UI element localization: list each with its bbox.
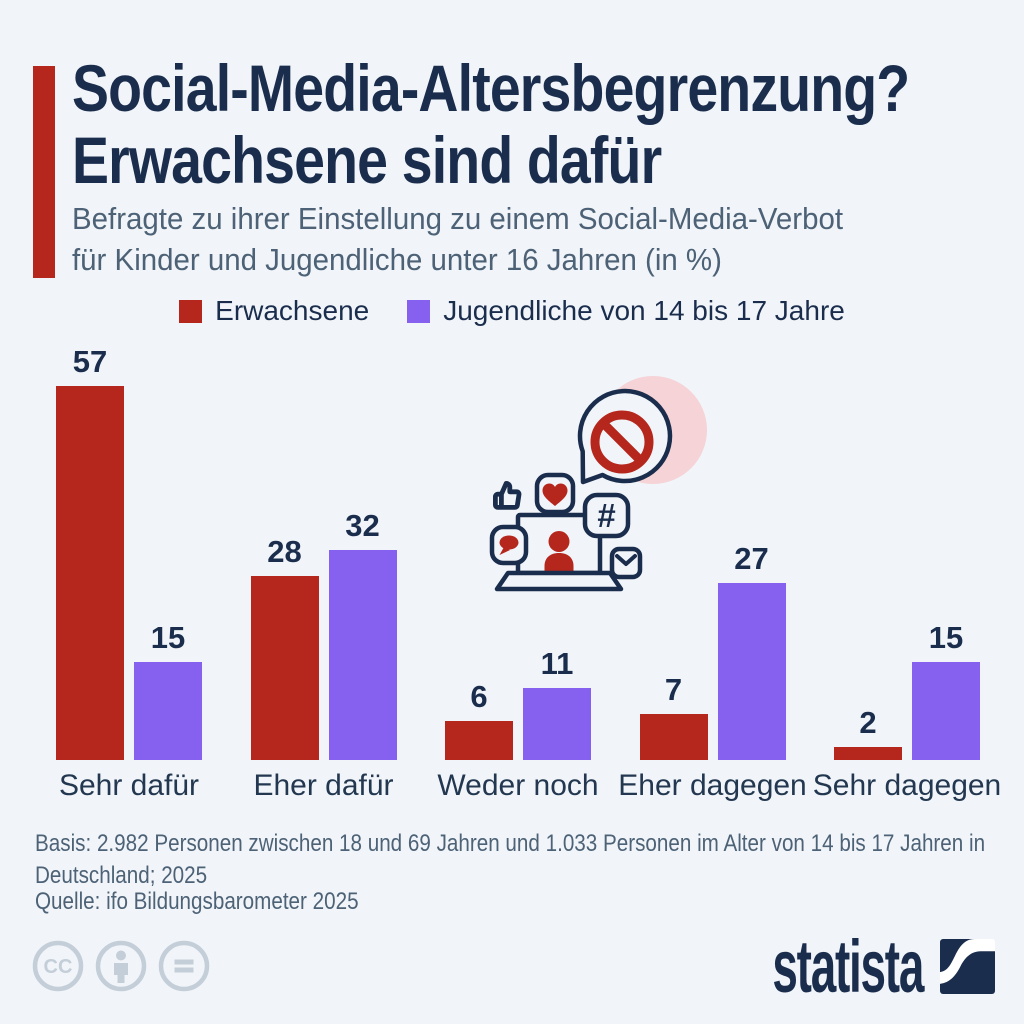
legend-item-erwachsene: Erwachsene <box>179 295 369 327</box>
bar-value-label: 28 <box>267 534 302 569</box>
basis-note: Basis: 2.982 Personen zwischen 18 und 69… <box>35 830 986 889</box>
category-label: Eher dagegen <box>618 769 807 802</box>
bar-value-label: 6 <box>470 679 488 714</box>
bar-column-jugendliche: 15 <box>912 620 980 760</box>
page-subtitle: Befragte zu ihrer Einstellung zu einem S… <box>72 198 843 280</box>
bar-jugendliche <box>134 662 202 760</box>
bar-column-erwachsene: 28 <box>250 534 319 760</box>
no-derivatives-icon <box>158 940 210 992</box>
hashtag-icon: # <box>582 492 631 539</box>
bar-value-label: 2 <box>859 705 877 740</box>
chat-bubble-icon <box>489 524 529 566</box>
svg-text:#: # <box>597 497 615 534</box>
bar-group: 7 27 Eher dagegen <box>618 541 807 802</box>
bar-value-label: 7 <box>664 672 683 707</box>
bar-value-label: 15 <box>928 620 964 655</box>
bar-value-label: 32 <box>345 508 380 543</box>
bar-column-erwachsene: 7 <box>639 672 708 760</box>
bar-group: 28 32 Eher dafür <box>250 508 397 802</box>
bar-erwachsene <box>639 714 708 760</box>
heart-icon <box>534 472 576 515</box>
bar-jugendliche <box>912 662 980 760</box>
legend-label: Jugendliche von 14 bis 17 Jahre <box>443 295 845 326</box>
page-subtitle-line1: Befragte zu ihrer Einstellung zu einem S… <box>72 201 844 236</box>
bar-column-erwachsene: 6 <box>445 679 513 760</box>
bar-column-erwachsene: 57 <box>56 344 124 760</box>
bar-value-label: 15 <box>150 620 186 655</box>
cc-icon: CC <box>32 940 84 992</box>
page-title-line1: Social-Media-Altersbegrenzung? <box>72 51 910 125</box>
bar-group: 57 15 Sehr dafür <box>56 344 202 802</box>
laptop-base <box>494 570 624 592</box>
bar-erwachsene <box>834 747 902 760</box>
social-media-ban-illustration: # <box>489 376 707 592</box>
legend-label: Erwachsene <box>215 295 370 326</box>
bar-group: 6 11 Weder noch <box>437 646 598 802</box>
category-label: Weder noch <box>437 769 599 802</box>
source-note: Quelle: ifo Bildungsbarometer 2025 <box>35 888 359 915</box>
category-label: Eher dafür <box>253 769 394 802</box>
legend-swatch-erwachsene <box>179 299 203 323</box>
statista-wordmark: statista <box>772 924 924 1008</box>
page-title: Social-Media-Altersbegrenzung? Erwachsen… <box>72 51 910 197</box>
cc-license-row: CC <box>31 939 211 993</box>
thumbs-up-icon <box>493 481 522 510</box>
category-label: Sehr dagegen <box>812 769 1002 802</box>
page-subtitle-line2: für Kinder und Jugendliche unter 16 Jahr… <box>72 242 722 277</box>
bar-value-label: 27 <box>734 541 769 576</box>
bar-value-label: 11 <box>540 646 574 681</box>
bar-jugendliche <box>717 583 786 760</box>
attribution-person-icon <box>95 940 147 992</box>
chart-legend: Erwachsene Jugendliche von 14 bis 17 Jahr… <box>0 295 1024 327</box>
bar-jugendliche <box>523 688 591 760</box>
bar-column-jugendliche: 11 <box>523 646 591 760</box>
bar-column-erwachsene: 2 <box>834 705 902 760</box>
bar-column-jugendliche: 15 <box>134 620 202 760</box>
bar-column-jugendliche: 32 <box>328 508 397 760</box>
title-accent-bar <box>33 66 55 278</box>
category-label: Sehr dafür <box>58 769 200 802</box>
legend-item-jugendliche: Jugendliche von 14 bis 17 Jahre <box>407 295 845 327</box>
bar-erwachsene <box>445 721 513 760</box>
svg-text:CC: CC <box>44 956 73 978</box>
bar-erwachsene <box>56 386 124 760</box>
bar-column-jugendliche: 27 <box>717 541 786 760</box>
page-title-line2: Erwachsene sind dafür <box>72 123 662 197</box>
bar-erwachsene <box>250 576 319 760</box>
bar-chart: 57 15 Sehr dafür 28 32 Eher dafür 6 11 Weder noc… <box>56 344 1002 802</box>
bar-value-label: 57 <box>72 344 108 379</box>
prohibition-sign-icon <box>590 410 654 474</box>
person-icon <box>544 531 574 573</box>
statista-logo-icon <box>940 938 995 994</box>
bar-jugendliche <box>328 550 397 760</box>
statista-brand: statista <box>680 925 996 1008</box>
bar-group: 2 15 Sehr dagegen <box>813 620 1002 802</box>
envelope-icon <box>609 546 643 580</box>
legend-swatch-jugendliche <box>407 299 431 323</box>
